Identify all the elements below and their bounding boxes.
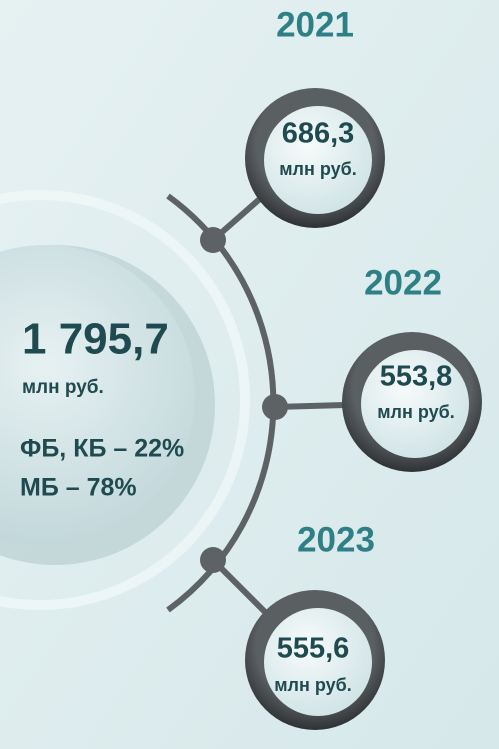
outer-ring	[0, 190, 250, 610]
year: 2022	[364, 263, 442, 302]
share: ФБ, КБ – 22%	[20, 435, 184, 463]
circle-2022	[342, 332, 482, 472]
big-circle	[0, 245, 195, 545]
node	[200, 227, 226, 253]
year-value: 686,3	[282, 118, 355, 150]
year-value: 555,6	[277, 633, 350, 665]
year: 2021	[276, 5, 354, 44]
total-unit: млн руб.	[22, 377, 104, 398]
node	[262, 394, 288, 420]
year-unit: млн руб.	[279, 159, 357, 179]
share: МБ – 78%	[20, 474, 137, 502]
circle-2023	[245, 590, 385, 730]
circle-2021	[245, 88, 385, 228]
year-unit: млн руб.	[377, 402, 455, 422]
total-value: 1 795,7	[22, 315, 169, 364]
year: 2023	[297, 520, 375, 559]
year-value: 553,8	[380, 361, 453, 393]
node	[200, 547, 226, 573]
year-unit: млн руб.	[274, 675, 352, 695]
